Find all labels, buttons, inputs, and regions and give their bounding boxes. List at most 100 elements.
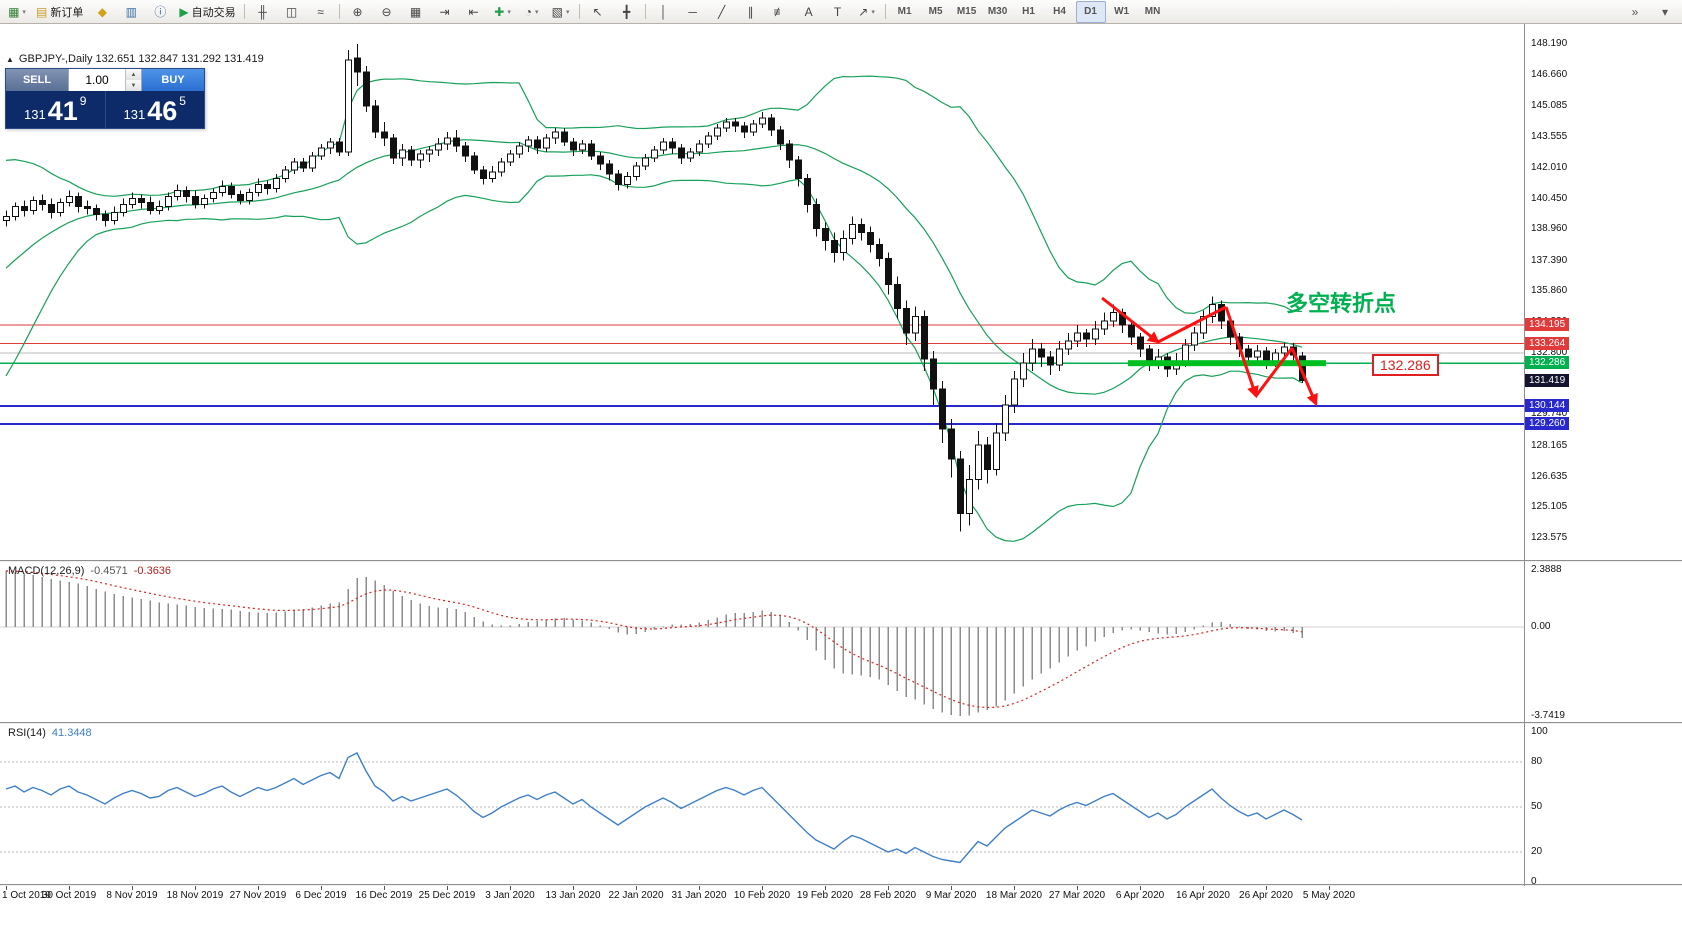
time-axis-tick (573, 886, 574, 890)
metaeditor-button[interactable]: ◆ (88, 1, 116, 23)
zoom-out-button[interactable]: ⊖ (373, 1, 401, 23)
new-order-icon: ▤ (36, 4, 48, 19)
indicators-button[interactable]: ✚ ▾ (489, 1, 517, 23)
timeframe-h4-button[interactable]: H4 (1053, 6, 1066, 17)
zoom-in-button[interactable]: ⊕ (344, 1, 372, 23)
red-trend-arrows[interactable] (1101, 296, 1318, 407)
market-watch-button[interactable]: ▥ (117, 1, 145, 23)
fibonacci-icon: ≢ (773, 4, 786, 19)
one-click-trading-panel: SELL ▲ ▼ BUY 131 41 9 131 46 5 (5, 68, 205, 129)
about-icon: ⓘ (154, 4, 167, 19)
time-axis-tick (258, 886, 259, 890)
vertical-line-button[interactable]: │ (650, 1, 678, 23)
main-chart-pane[interactable]: ▲ GBPJPY-,Daily 132.651 132.847 131.292 … (0, 24, 1524, 560)
time-axis-label: 19 Feb 2020 (796, 890, 854, 901)
volume-down-button[interactable]: ▼ (126, 80, 141, 91)
price-axis-tick: 146.660 (1531, 68, 1568, 80)
chart-candles-button[interactable]: ◫ (278, 1, 306, 23)
macd-pane[interactable]: MACD(12,26,9) -0.4571 -0.3636 (0, 562, 1524, 722)
time-axis-label: 26 Apr 2020 (1239, 890, 1293, 901)
fibonacci-button[interactable]: ≢ (766, 1, 794, 23)
chart-line-button[interactable]: ≈ (307, 1, 335, 23)
templates-button[interactable]: ▧ ▾ (547, 1, 575, 23)
periods-button[interactable]: ◔ ▾ (518, 1, 546, 23)
time-axis[interactable] (0, 886, 1682, 908)
market-watch-icon: ▥ (125, 4, 138, 19)
one-click-collapse-icon[interactable]: ▲ (6, 54, 14, 64)
periods-button-dropdown-icon: ▾ (534, 8, 539, 16)
text-button[interactable]: A (795, 1, 823, 23)
rsi-label: RSI(14) (8, 727, 46, 739)
timeframe-h1-button[interactable]: H1 (1022, 6, 1035, 17)
timeframe-m15-button[interactable]: M15 (956, 6, 977, 17)
toolbar-options-button[interactable]: ▾ (1651, 1, 1679, 23)
sell-price[interactable]: 131 41 9 (6, 91, 106, 128)
horizontal-level-lines (0, 324, 1524, 425)
time-axis-tick (888, 886, 889, 890)
timeframe-m1-button[interactable]: M1 (897, 6, 912, 17)
new-order-button[interactable]: ▤ 新订单 (32, 1, 87, 23)
time-axis-label: 25 Dec 2019 (418, 890, 476, 901)
price-axis-tag: 129.260 (1525, 416, 1570, 430)
timeframe-w1-button[interactable]: W1 (1114, 6, 1130, 17)
new-order-button-label: 新订单 (50, 6, 84, 19)
macd-label: MACD(12,26,9) (8, 565, 85, 577)
candlestick-chart[interactable] (0, 24, 1524, 560)
support-zone-bar[interactable] (1128, 360, 1326, 367)
new-chart-button[interactable]: ▦ ▾ (3, 1, 31, 23)
cursor-button[interactable]: ↖ (584, 1, 612, 23)
tile-windows-button[interactable]: ▦ (402, 1, 430, 23)
level-price-label[interactable]: 132.286 (1372, 354, 1439, 376)
price-axis-tick: 145.085 (1531, 100, 1568, 112)
zoom-out-icon: ⊖ (381, 4, 392, 19)
chart-bars-icon: ╫ (258, 4, 267, 19)
auto-scroll-button[interactable]: ⇥ (431, 1, 459, 23)
crosshair-button[interactable]: ╋ (613, 1, 641, 23)
candles (3, 43, 1306, 532)
time-axis-label: 30 Oct 2019 (41, 890, 97, 901)
price-axis-tick: 132.800 (1531, 346, 1568, 358)
toolbar-overflow-button[interactable]: » (1621, 1, 1649, 23)
time-axis-tick (1014, 886, 1015, 890)
sell-price-base: 131 (24, 107, 46, 122)
about-button[interactable]: ⓘ (146, 1, 174, 23)
timeframe-d1-button[interactable]: D1 (1075, 0, 1106, 23)
timeframe-mn-button[interactable]: MN (1144, 6, 1161, 17)
time-axis-label: 31 Jan 2020 (671, 890, 727, 901)
volume-up-button[interactable]: ▲ (126, 69, 141, 80)
volume-input[interactable] (69, 69, 125, 91)
indicators-button-dropdown-icon: ▾ (507, 8, 511, 16)
timeframe-m30-button[interactable]: M30 (987, 6, 1008, 17)
buy-price-sup: 5 (179, 94, 186, 108)
turning-point-annotation[interactable]: 多空转折点 (1286, 291, 1397, 316)
horizontal-line-icon: ─ (688, 4, 697, 19)
price-axis-tick: 123.575 (1531, 531, 1568, 543)
chart-shift-button[interactable]: ⇤ (460, 1, 488, 23)
channel-button[interactable]: ∥ (737, 1, 765, 23)
buy-price[interactable]: 131 46 5 (106, 91, 205, 128)
time-axis-tick (825, 886, 826, 890)
horizontal-line-button[interactable]: ─ (679, 1, 707, 23)
time-axis-tick (762, 886, 763, 890)
autotrading-button[interactable]: ▶ 自动交易 (175, 1, 239, 23)
buy-button[interactable]: BUY (142, 69, 204, 91)
price-axis-tick: 143.555 (1531, 131, 1568, 143)
time-axis-label: 8 Nov 2019 (106, 890, 158, 901)
sell-button[interactable]: SELL (6, 69, 68, 91)
time-axis-tick (699, 886, 700, 890)
time-axis-tick (1140, 886, 1141, 890)
rsi-pane[interactable]: RSI(14) 41.3448 (0, 724, 1524, 884)
timeframe-m5-button[interactable]: M5 (928, 6, 943, 17)
arrows-button[interactable]: ↗ ▾ (853, 1, 881, 23)
autotrading-button-label: 自动交易 (191, 6, 236, 19)
macd-chart[interactable] (0, 562, 1524, 722)
text-label-button[interactable]: T (824, 1, 852, 23)
pane-separator-macd[interactable] (0, 560, 1682, 562)
trendline-button[interactable]: ╱ (708, 1, 736, 23)
rsi-chart[interactable] (0, 724, 1524, 884)
chart-bars-button[interactable]: ╫ (249, 1, 277, 23)
price-axis-separator[interactable] (1524, 24, 1525, 886)
time-axis-tick (1266, 886, 1267, 890)
crosshair-icon: ╋ (622, 4, 631, 19)
pane-separator-rsi[interactable] (0, 722, 1682, 724)
